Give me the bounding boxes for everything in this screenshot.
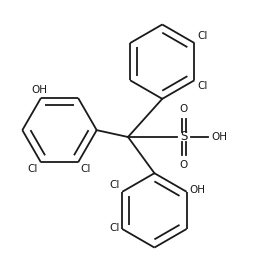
- Text: Cl: Cl: [27, 164, 38, 174]
- Text: Cl: Cl: [197, 31, 208, 41]
- Text: Cl: Cl: [80, 164, 90, 174]
- Text: O: O: [180, 104, 188, 115]
- Text: Cl: Cl: [109, 180, 119, 190]
- Text: S: S: [180, 130, 187, 144]
- Text: Cl: Cl: [109, 223, 119, 233]
- Text: O: O: [180, 159, 188, 170]
- Text: OH: OH: [31, 85, 47, 95]
- Text: OH: OH: [190, 185, 206, 195]
- Text: OH: OH: [211, 132, 227, 142]
- Text: Cl: Cl: [197, 81, 208, 91]
